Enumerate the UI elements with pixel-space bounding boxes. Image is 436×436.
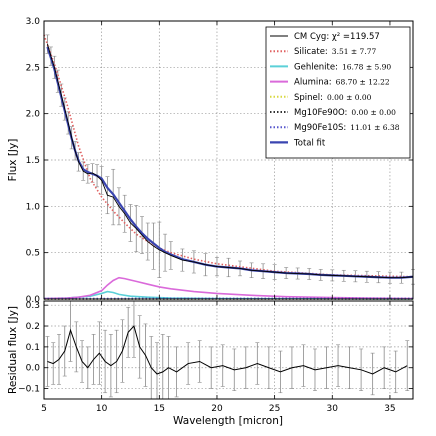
residual-ticks: 5 10 15 20 25 30 35 −0.1 0.0 0.1 0.2 0.3 [18, 301, 413, 414]
legend-label-5: Mg10Fe90O: [294, 108, 347, 118]
flux-tick-label-y: 2.0 [26, 110, 41, 120]
flux-tick-label-y: 0.5 [26, 249, 40, 259]
residual-tick-label-y: −0.1 [18, 385, 40, 395]
flux-tick-label-y: 1.5 [26, 156, 40, 166]
residual-tick-label-x: 15 [154, 404, 165, 414]
residual-plot-frame [43, 300, 414, 400]
flux-y-axis-label: Flux [Jy] [7, 139, 19, 182]
legend-label-4: Spinel: [294, 93, 323, 103]
legend-box [265, 26, 411, 159]
residual-tick-label-y: 0.2 [26, 322, 40, 332]
legend-label-1: Silicate: [294, 47, 328, 57]
flux-tick-label-y: 3.0 [26, 17, 41, 27]
residual-grid [43, 301, 413, 399]
flux-panel: 0.0 0.5 1.0 1.5 2.0 2.5 3.0 Flux [Jy] [7, 17, 415, 305]
series-line-2 [43, 276, 414, 300]
residual-y-axis-label: Residual flux [Jy] [7, 306, 19, 394]
residual-line [47, 325, 408, 375]
residual-panel: 5 10 15 20 25 30 35 −0.1 0.0 0.1 0.2 0.3 Residual f… [7, 300, 414, 427]
residual-tick-label-y: 0.1 [26, 343, 40, 353]
residual-tick-label-x: 35 [384, 404, 395, 414]
flux-tick-label-y: 1.0 [26, 202, 41, 212]
legend-value-1: 3.51 ± 7.77 [332, 47, 377, 56]
legend-label-7: Total fit [293, 138, 326, 148]
legend-label-6: Mg90Fe10S: [294, 123, 346, 133]
residual-tick-label-x: 30 [327, 404, 339, 414]
residual-tick-label-x: 20 [211, 404, 223, 414]
legend-value-4: 0.00 ± 0.00 [327, 93, 372, 102]
residual-tick-label-x: 25 [269, 404, 280, 414]
residual-tick-label-y: 0.3 [26, 301, 40, 311]
legend-label-0: CM Cyg: χ² =119.57 [294, 32, 380, 42]
series-line-0 [43, 34, 414, 278]
flux-ticks: 0.0 0.5 1.0 1.5 2.0 2.5 3.0 [26, 17, 413, 305]
flux-tick-label-y: 0.0 [26, 295, 41, 305]
residual-tick-label-y: 0.0 [26, 364, 41, 374]
residual-tick-label-x: 10 [96, 404, 108, 414]
legend-value-6: 11.01 ± 6.38 [350, 123, 399, 132]
flux-tick-label-y: 2.5 [26, 63, 40, 73]
legend: CM Cyg: χ² =119.57 Silicate: 3.51 ± 7.77 Ge… [265, 26, 411, 159]
residual-series [45, 300, 410, 400]
legend-label-3: Alumina: [294, 78, 332, 88]
legend-value-2: 16.78 ± 5.90 [342, 62, 391, 71]
x-axis-label: Wavelength [micron] [173, 415, 283, 427]
legend-label-2: Gehlenite: [294, 62, 338, 72]
residual-tick-label-x: 5 [41, 404, 47, 414]
observed-line [47, 44, 414, 279]
legend-value-5: 0.00 ± 0.00 [351, 108, 396, 117]
legend-value-3: 68.70 ± 12.22 [336, 78, 390, 87]
